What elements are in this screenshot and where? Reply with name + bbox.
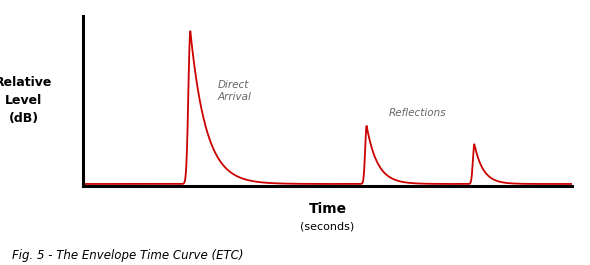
Text: Direct
Arrival: Direct Arrival [217,80,251,103]
Text: Relative
Level
(dB): Relative Level (dB) [0,76,53,125]
Text: (seconds): (seconds) [300,221,355,231]
Text: Reflections: Reflections [389,108,446,118]
Text: Fig. 5 - The Envelope Time Curve (ETC): Fig. 5 - The Envelope Time Curve (ETC) [12,249,243,262]
Text: Time: Time [309,202,346,217]
